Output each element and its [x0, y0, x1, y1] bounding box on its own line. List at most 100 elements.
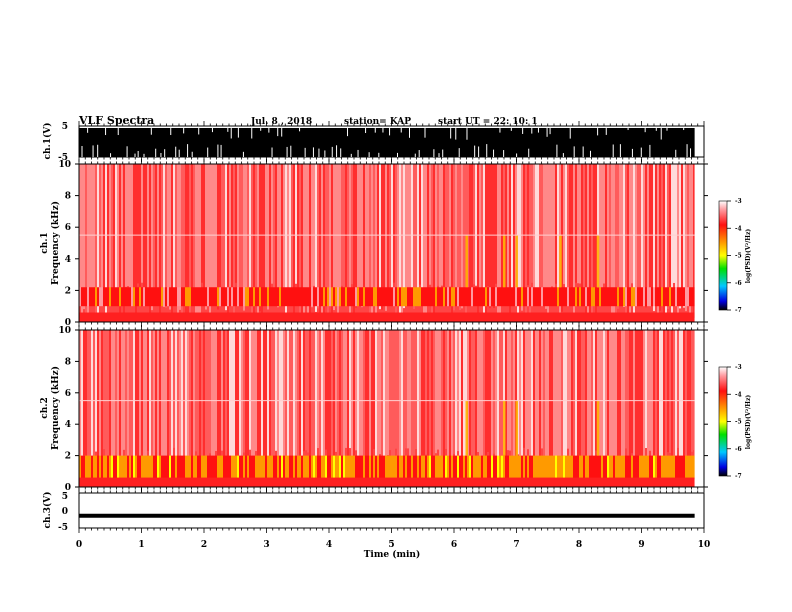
- band-column: [549, 455, 551, 480]
- band-column: [243, 455, 245, 480]
- band-column: [149, 455, 151, 480]
- band-column: [565, 287, 567, 307]
- freq-tick-label: 10: [58, 326, 71, 336]
- band-column: [219, 287, 221, 307]
- band-column: [149, 287, 151, 307]
- band-column: [253, 287, 255, 307]
- spectrogram-column: [405, 164, 407, 288]
- spectrogram-column: [293, 164, 295, 320]
- spectrogram-column: [423, 164, 425, 322]
- spectrogram-column: [661, 164, 663, 295]
- band-column: [187, 455, 189, 480]
- spectrogram-column: [583, 164, 585, 288]
- band-column: [103, 287, 105, 307]
- spectrogram-column: [587, 164, 589, 318]
- spectrogram-column: [627, 164, 629, 319]
- band-column: [305, 287, 307, 307]
- spectrogram-column: [153, 330, 155, 456]
- spectrogram-column: [607, 164, 609, 292]
- band-column: [507, 455, 509, 480]
- spectrogram-column: [313, 164, 315, 286]
- band-column: [603, 287, 605, 307]
- spectrogram-column: [693, 164, 695, 318]
- spectrogram-column: [525, 164, 527, 316]
- spectrogram-column: [141, 164, 143, 283]
- spectrogram-column: [125, 330, 127, 463]
- spectrogram-column: [539, 164, 541, 300]
- band-column: [509, 455, 511, 480]
- band-column: [531, 287, 533, 307]
- spectrogram-column: [151, 164, 153, 311]
- band-column: [381, 455, 383, 480]
- band-column: [501, 455, 503, 480]
- spectrogram-column: [647, 330, 649, 462]
- ch1-colorbar-label: log(PSD)(V²/Hz): [745, 229, 752, 284]
- spectrogram-column: [177, 164, 179, 317]
- spectrogram-column: [309, 164, 311, 314]
- band-column: [333, 455, 335, 480]
- band-column: [169, 455, 171, 480]
- spectrogram-column: [93, 164, 95, 292]
- spectrogram-column: [101, 164, 103, 297]
- spectrogram-column: [411, 330, 413, 485]
- spectrogram-column: [295, 164, 297, 284]
- band-column: [671, 287, 673, 307]
- spectrogram-column: [469, 164, 471, 298]
- band-column: [419, 287, 421, 307]
- spectrogram-column: [577, 330, 579, 478]
- spectrogram-column: [463, 164, 465, 302]
- band-column: [269, 455, 271, 480]
- band-column: [141, 455, 143, 480]
- spectrogram-column: [407, 330, 409, 449]
- spectrogram-column: [383, 164, 385, 303]
- band-column: [473, 287, 475, 307]
- band-column: [251, 287, 253, 307]
- spectrogram-column: [375, 164, 377, 320]
- band-column: [107, 287, 109, 307]
- spectrogram-column: [83, 164, 85, 310]
- band-column: [677, 455, 679, 480]
- spectrogram-column: [133, 164, 135, 299]
- band-column: [541, 287, 543, 307]
- spectrogram-column: [391, 330, 393, 479]
- spectrogram-column: [673, 164, 675, 283]
- spectrogram-column: [507, 330, 509, 451]
- band-column: [683, 287, 685, 307]
- band-column: [97, 455, 99, 480]
- time-tick-label: 0: [76, 540, 82, 550]
- band-column: [227, 455, 229, 480]
- ch1-waveform-panel: 5 -5 ch.1(V): [42, 122, 705, 163]
- spectrogram-column: [689, 164, 691, 321]
- spectrogram-column: [171, 164, 173, 314]
- ch2-spec-ylabel-frequency: Frequency (kHz): [50, 366, 61, 450]
- time-tick-label: 8: [576, 540, 582, 550]
- colorbar-tick-label: -5: [735, 419, 742, 426]
- spectrogram-column: [107, 164, 109, 300]
- spectrogram-column: [281, 164, 283, 300]
- band-column: [619, 287, 621, 307]
- band-column: [119, 287, 121, 307]
- spectrogram-column: [593, 330, 595, 461]
- band-column: [609, 287, 611, 307]
- spectrogram-column: [255, 164, 257, 293]
- band-column: [333, 287, 335, 307]
- time-tick-label: 9: [638, 540, 644, 550]
- band-column: [525, 287, 527, 307]
- spectrogram-column: [395, 330, 397, 449]
- band-column: [435, 287, 437, 307]
- band-column: [233, 455, 235, 480]
- spectrogram-column: [233, 330, 235, 465]
- band-column: [101, 455, 103, 480]
- band-column: [115, 455, 117, 480]
- spectrogram-column: [627, 330, 629, 459]
- band-column: [403, 455, 405, 480]
- band-column: [351, 455, 353, 480]
- spectrogram-column: [535, 330, 537, 483]
- band-column: [131, 455, 133, 480]
- band-column: [501, 287, 503, 307]
- spectrogram-column: [495, 164, 497, 284]
- band-column: [523, 287, 525, 307]
- band-column: [167, 287, 169, 307]
- band-column: [111, 455, 113, 480]
- band-column: [95, 455, 97, 480]
